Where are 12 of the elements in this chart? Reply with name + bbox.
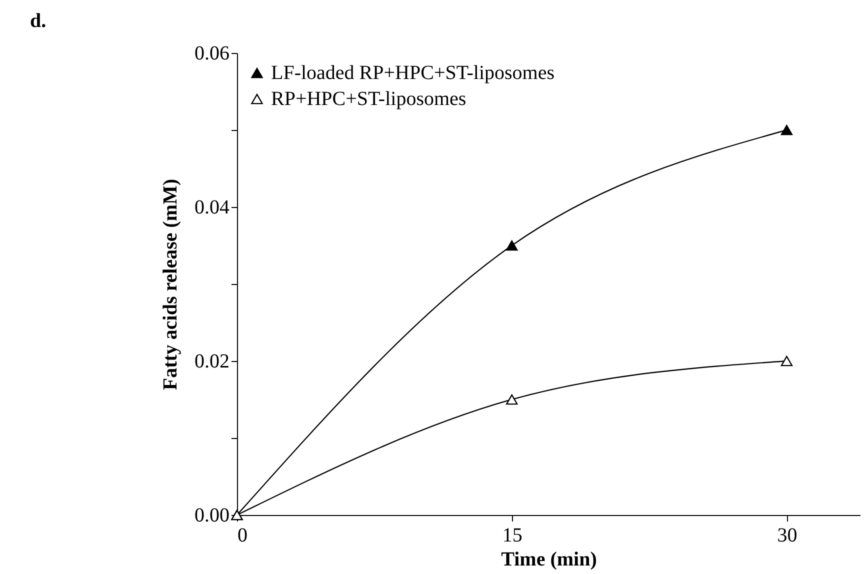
y-tick-label: 0.02: [194, 350, 230, 372]
y-tick-label: 0.04: [194, 196, 230, 218]
legend-label: LF-loaded RP+HPC+ST-liposomes: [271, 62, 555, 84]
y-tick-label: 0.06: [194, 42, 230, 64]
x-axis-title: Time (min): [501, 548, 597, 570]
x-tick-label: 15: [502, 524, 522, 546]
legend-label: RP+HPC+ST-liposomes: [271, 88, 466, 110]
x-tick-label: 30: [777, 524, 798, 546]
text: d.: [30, 10, 46, 33]
y-tick-label: 0.00: [194, 504, 230, 526]
x-tick-label: 0: [238, 524, 248, 546]
y-axis-title: Fatty acids release (mM): [160, 178, 182, 390]
